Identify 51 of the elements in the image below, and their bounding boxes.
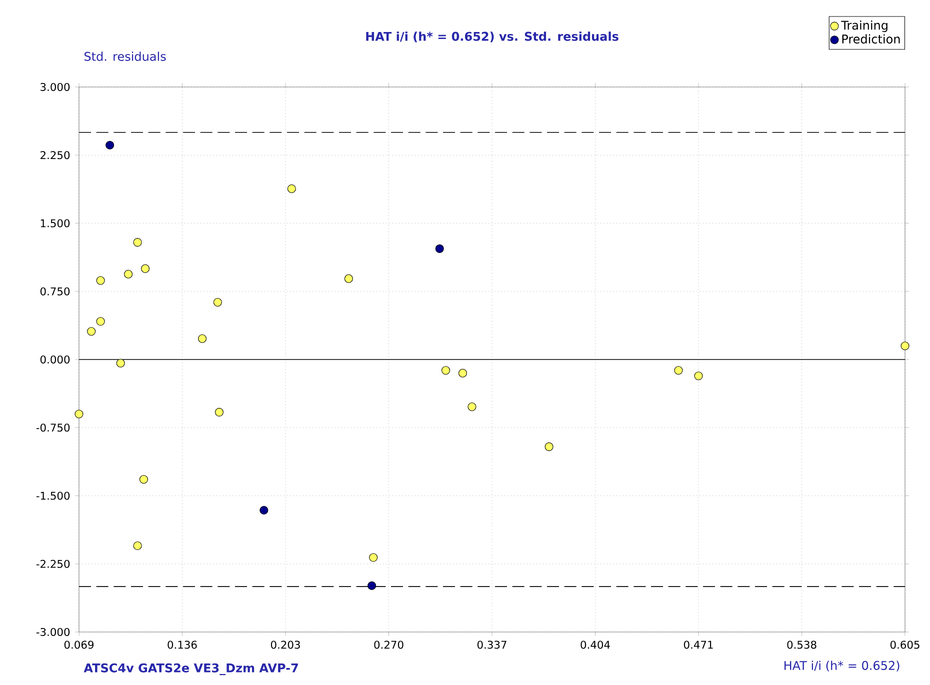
- point: [74, 410, 84, 418]
- point: [458, 368, 467, 378]
- point: [139, 475, 148, 484]
- point: [287, 184, 296, 193]
- x-tick-label: 0.136: [168, 640, 197, 649]
- point: [87, 327, 96, 336]
- legend-label: Training: [841, 20, 888, 32]
- y-tick-label: -2.250: [36, 560, 70, 568]
- point: [198, 334, 207, 343]
- y-tick-label: -1.500: [36, 492, 70, 500]
- point: [124, 270, 133, 278]
- y-tick-label: 0.750: [40, 287, 70, 296]
- point: [344, 274, 353, 283]
- x-tick-label: 0.069: [64, 640, 94, 649]
- x-tick-label: 0.605: [890, 640, 920, 649]
- x-tick-label: 0.270: [374, 640, 404, 649]
- point: [674, 366, 683, 375]
- point: [369, 553, 378, 562]
- y-tick-label: 3.000: [40, 82, 70, 92]
- y-axis-title: Std. residuals: [84, 52, 166, 61]
- y-tick-label: 0.000: [40, 355, 70, 364]
- y-tick-label: -0.750: [36, 424, 70, 432]
- chart-title: HAT i/i (h* = 0.652) vs. Std. residuals: [366, 32, 618, 42]
- text: ATSC4v GATS2e VE3_Dzm AVP-7: [84, 663, 298, 676]
- point: [468, 402, 476, 412]
- x-tick-label: 0.337: [477, 640, 506, 649]
- x-tick-label: 0.538: [787, 640, 816, 649]
- x-tick-label: 0.404: [580, 640, 610, 649]
- point: [442, 366, 450, 375]
- y-tick-label: -3.000: [36, 628, 70, 636]
- point: [96, 317, 105, 326]
- point: [141, 264, 150, 273]
- point: [116, 358, 125, 368]
- y-tick-label: 2.250: [40, 151, 70, 160]
- x-tick-label: 0.203: [270, 640, 300, 649]
- point: [133, 541, 142, 550]
- point: [214, 408, 224, 416]
- point: [106, 140, 114, 150]
- legend-label: Prediction: [842, 34, 900, 44]
- point: [368, 581, 376, 590]
- point: [694, 372, 703, 380]
- point: [900, 342, 910, 350]
- point: [213, 298, 222, 307]
- x-tick-label: 0.471: [684, 640, 713, 649]
- point: [435, 244, 444, 253]
- x-axis-title: HAT i/i (h* = 0.652): [784, 660, 900, 672]
- point: [260, 506, 268, 515]
- y-tick-label: 1.500: [40, 219, 70, 228]
- point: [133, 238, 142, 247]
- point: [544, 442, 554, 451]
- point: [96, 276, 105, 285]
